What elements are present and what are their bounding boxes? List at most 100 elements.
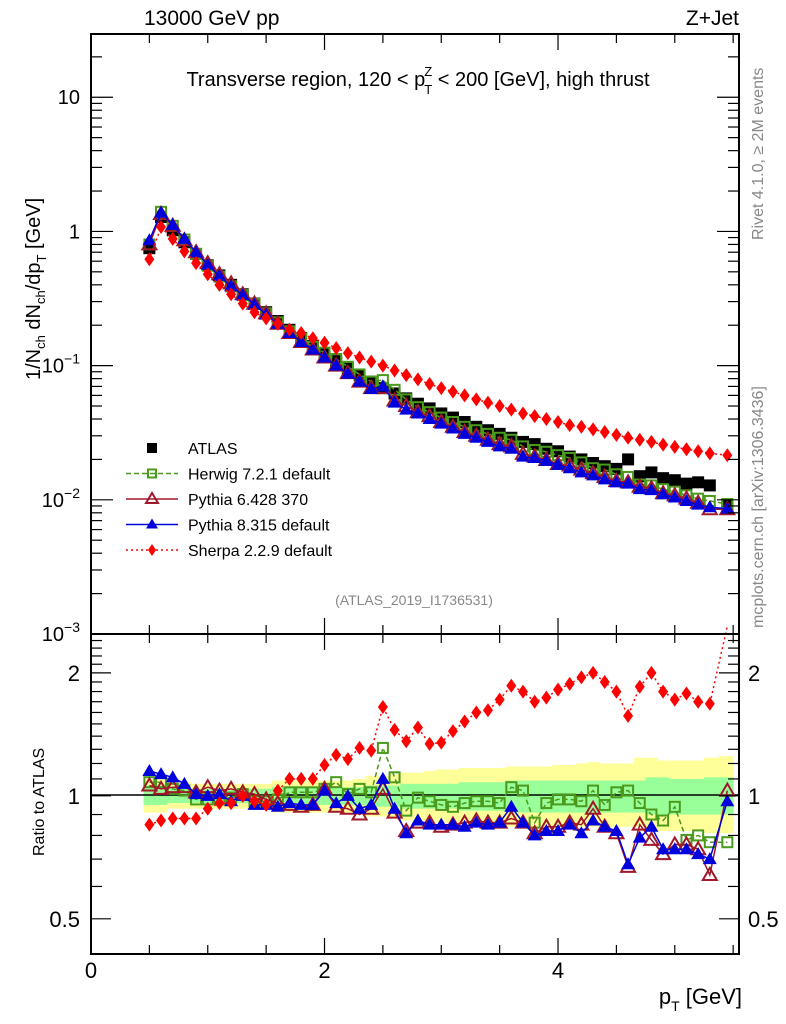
rivet-label: Rivet 4.1.0, ≥ 2M events bbox=[750, 68, 767, 240]
xlabel-a: p bbox=[659, 984, 671, 1009]
ratio-point bbox=[459, 714, 470, 729]
ratio-point bbox=[445, 817, 460, 830]
data-point bbox=[377, 358, 388, 373]
data-point bbox=[482, 395, 493, 410]
inner-band-bin bbox=[668, 778, 682, 815]
ratio-y-tick-label-right: 1 bbox=[748, 784, 760, 809]
legend-label: ATLAS bbox=[188, 441, 238, 458]
inner-band-bin bbox=[505, 780, 518, 813]
ratio-point bbox=[375, 771, 390, 784]
data-point bbox=[506, 402, 517, 417]
data-point bbox=[167, 231, 178, 246]
data-point bbox=[679, 493, 694, 506]
ratio-point bbox=[720, 794, 735, 807]
data-point bbox=[319, 335, 330, 350]
data-point bbox=[459, 388, 470, 403]
analysis-annotation: (ATLAS_2019_I1736531) bbox=[335, 592, 493, 608]
ratio-point bbox=[284, 771, 295, 786]
ratio-point bbox=[422, 817, 437, 830]
ratio-point bbox=[574, 826, 589, 839]
ratio-point bbox=[400, 804, 413, 817]
ratio-point bbox=[435, 798, 448, 811]
data-point bbox=[632, 482, 647, 495]
ratio-point bbox=[296, 771, 307, 786]
ratio-point bbox=[646, 665, 657, 680]
ratio-point bbox=[353, 782, 366, 795]
data-point bbox=[329, 358, 344, 371]
ratio-point bbox=[642, 830, 661, 846]
data-point bbox=[551, 457, 566, 470]
data-point bbox=[305, 342, 320, 355]
main-panel: Transverse region, 120 < pTZ < 200 [GeV]… bbox=[23, 33, 740, 646]
ratio-point bbox=[446, 800, 459, 813]
main-y-label: 1/Nch dNch/dpT [GeV] bbox=[23, 198, 49, 380]
ratio-point bbox=[506, 678, 517, 693]
ratio-point bbox=[564, 676, 575, 691]
legend-item: Pythia 6.428 370 bbox=[126, 491, 308, 509]
ratio-point bbox=[389, 722, 400, 737]
title-post: < 200 [GeV], high thrust bbox=[432, 69, 650, 91]
data-point bbox=[656, 487, 671, 500]
data-point bbox=[352, 374, 367, 387]
ratio-point bbox=[191, 811, 202, 826]
data-point bbox=[668, 474, 681, 487]
data-point bbox=[434, 416, 449, 429]
x-tick-label: 2 bbox=[318, 958, 330, 983]
legend-marker-icon bbox=[147, 468, 157, 479]
ratio-point bbox=[329, 796, 344, 809]
ylabel-b-sub: ch bbox=[33, 290, 48, 304]
data-point bbox=[621, 476, 636, 489]
ratio-point bbox=[340, 788, 355, 801]
ratio-series-layer bbox=[140, 626, 737, 882]
inner-band-bin bbox=[528, 780, 542, 813]
ratio-point bbox=[563, 793, 576, 806]
data-point bbox=[669, 439, 680, 454]
ratio-point bbox=[704, 696, 715, 711]
ratio-point bbox=[482, 703, 493, 718]
data-point bbox=[480, 434, 495, 447]
data-point bbox=[401, 368, 412, 383]
xlabel-a-sub: T bbox=[671, 998, 680, 1014]
data-point bbox=[564, 418, 575, 433]
ratio-point bbox=[609, 824, 624, 837]
y-tick-label: 1 bbox=[69, 221, 80, 243]
ratio-y-tick-label: 1 bbox=[68, 784, 80, 809]
data-point bbox=[249, 305, 260, 320]
ylabel-b: dN bbox=[23, 304, 45, 335]
data-point bbox=[702, 500, 717, 513]
data-point bbox=[623, 430, 634, 445]
data-point bbox=[447, 384, 458, 399]
ratio-point bbox=[656, 842, 671, 855]
ylabel-c: /dp bbox=[23, 262, 45, 290]
ratio-line bbox=[149, 626, 729, 826]
ratio-point bbox=[623, 708, 634, 723]
data-point bbox=[622, 453, 635, 466]
series-line bbox=[148, 212, 728, 511]
ratio-point bbox=[631, 815, 649, 831]
main-y-tick-labels: 10 1 10−1 10−2 10−3 bbox=[42, 87, 80, 646]
ratio-point bbox=[541, 690, 552, 705]
data-point bbox=[691, 497, 706, 510]
ratio-point bbox=[282, 796, 297, 809]
ratio-point bbox=[339, 799, 357, 815]
ylabel-a: 1/N bbox=[23, 349, 45, 380]
data-point bbox=[586, 468, 601, 481]
data-point bbox=[375, 379, 390, 392]
ratio-y-tick-label: 0.5 bbox=[49, 907, 80, 932]
ratio-y-tick-labels: 2 2 1 1 0.5 0.5 bbox=[49, 661, 778, 932]
legend-item: Herwig 7.2.1 default bbox=[126, 467, 331, 484]
ratio-point bbox=[621, 857, 636, 870]
data-point bbox=[202, 267, 213, 282]
data-point bbox=[493, 427, 506, 440]
data-point bbox=[597, 472, 612, 485]
legend-label: Herwig 7.2.1 default bbox=[188, 467, 331, 484]
ratio-point bbox=[668, 800, 681, 813]
ratio-point bbox=[387, 801, 402, 814]
data-point bbox=[307, 331, 318, 346]
ratio-point bbox=[376, 741, 389, 754]
ratio-point bbox=[305, 797, 320, 810]
main-title: Transverse region, 120 < pTZ < 200 [GeV]… bbox=[186, 64, 650, 97]
data-point bbox=[364, 381, 379, 394]
data-point bbox=[611, 427, 622, 442]
inner-band-bin bbox=[645, 777, 658, 815]
